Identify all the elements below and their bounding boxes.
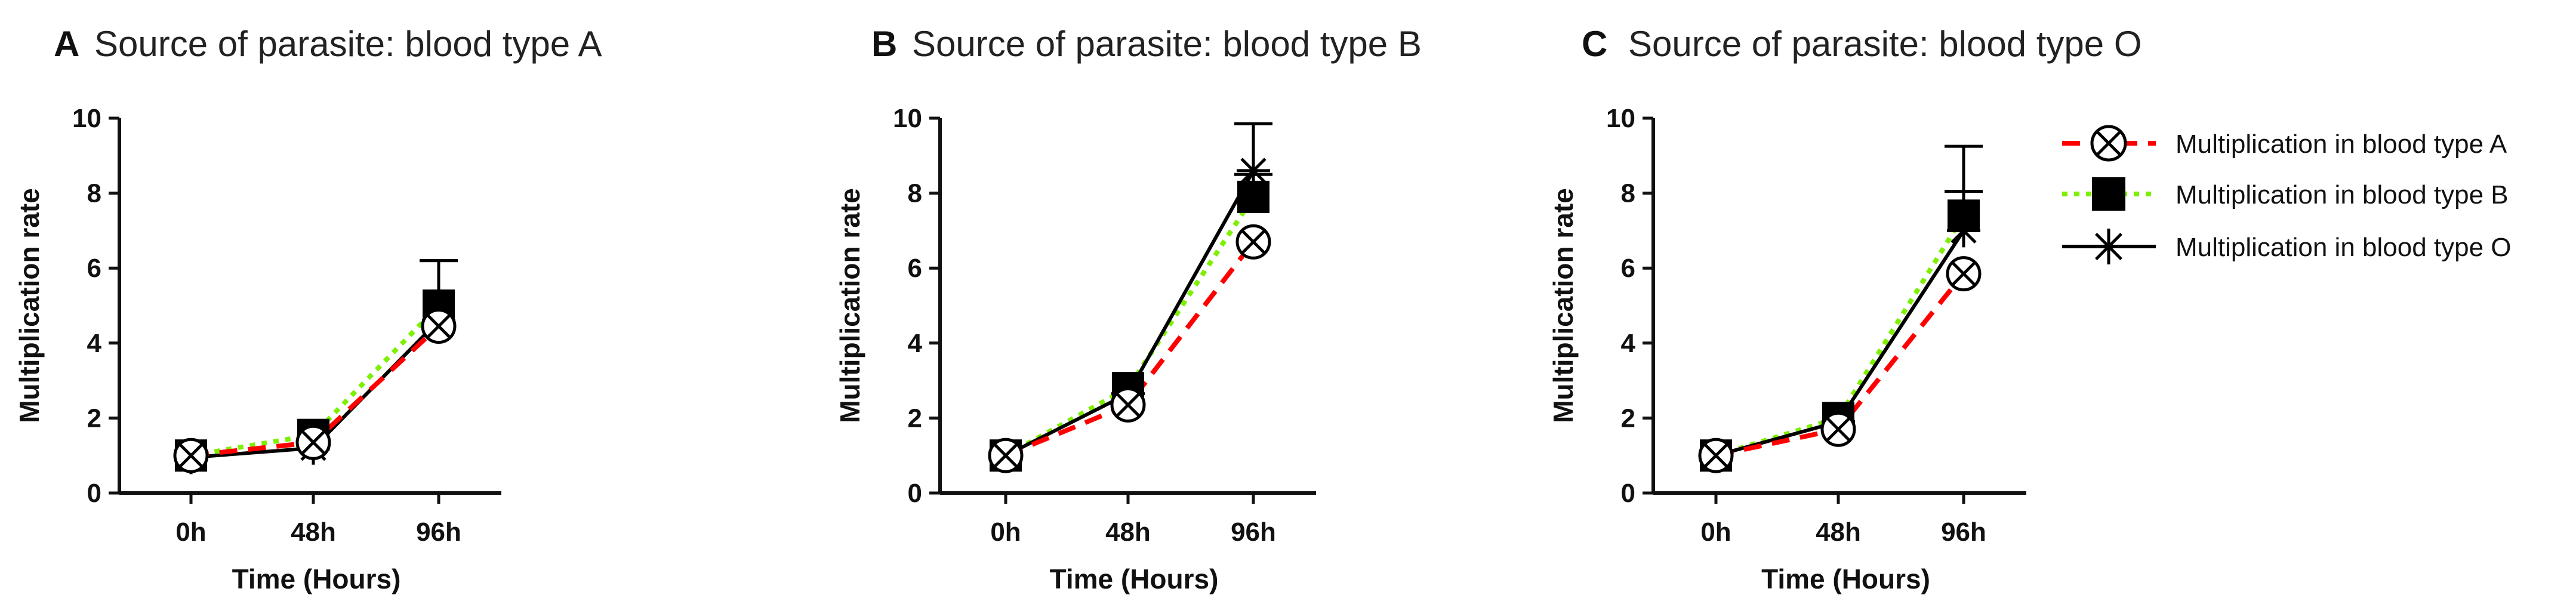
y-tick-label: 8 — [87, 179, 101, 208]
y-tick-label: 4 — [87, 329, 102, 358]
plot-area: 0 2 4 6 8 10 0h 48h 96h Time (Hours) Multiplicatio… — [1548, 104, 2026, 594]
circle-x-marker — [1946, 256, 1982, 292]
legend-item: Multiplication in blood type B — [2062, 177, 2509, 211]
square-marker — [2092, 177, 2125, 211]
y-tick-label: 6 — [87, 254, 101, 283]
legend-item: Multiplication in blood type O — [2062, 229, 2512, 264]
square-marker-shape — [2092, 177, 2125, 211]
x-tick-label: 48h — [1816, 517, 1861, 547]
y-tick-label: 2 — [1621, 403, 1635, 433]
y-axis-label: Multiplication rate — [14, 188, 45, 423]
legend-label: Multiplication in blood type A — [2176, 130, 2507, 159]
y-tick-label: 6 — [1621, 254, 1635, 283]
circle-marker-cross — [1116, 392, 1141, 418]
legend-label: Multiplication in blood type O — [2176, 233, 2512, 262]
y-tick-label: 2 — [87, 403, 101, 433]
x-tick-label: 0h — [175, 517, 206, 547]
panel-letter: A — [54, 24, 79, 64]
series-line — [1715, 214, 1966, 458]
asterisk-marker — [2091, 229, 2127, 264]
circle-x-marker — [1820, 411, 1856, 447]
circle-marker-cross — [1826, 417, 1851, 442]
asterisk-marker — [1947, 214, 1980, 248]
circle-x-marker — [1110, 387, 1146, 423]
plot-area: 0 2 4 6 8 10 0h 48h 96h Time (Hours) Multiplicatio… — [834, 104, 1316, 594]
circle-marker-cross — [301, 430, 326, 455]
x-axis-label: Time (Hours) — [1050, 563, 1219, 594]
y-axis-label: Multiplication rate — [1548, 188, 1579, 423]
x-tick-label: 0h — [1700, 517, 1731, 547]
circle-x-marker — [2090, 125, 2127, 162]
asterisk-marker-stroke — [2095, 233, 2122, 260]
asterisk-marker-stroke — [1951, 217, 1977, 244]
y-tick-label: 0 — [1621, 479, 1635, 508]
panel-a: A Source of parasite: blood type A 0 2 4 6 8… — [14, 24, 602, 594]
y-tick-label: 2 — [908, 403, 922, 433]
circle-x-marker — [988, 438, 1024, 473]
circle-marker-cross — [178, 443, 204, 468]
circle-marker-cross — [993, 443, 1018, 468]
panel-letter: B — [871, 24, 897, 64]
series-line — [1004, 240, 1256, 458]
plot-area: 0 2 4 6 8 10 0h 48h 96h Time (Hours) Multiplicatio… — [14, 104, 501, 594]
y-tick-label: 10 — [72, 104, 101, 133]
x-axis-label: Time (Hours) — [1761, 563, 1930, 594]
panel-c: C Source of parasite: blood type O 0 2 4 6 8… — [1548, 24, 2142, 594]
x-tick-label: 48h — [1105, 517, 1151, 547]
panel-title: Source of parasite: blood type B — [912, 24, 1422, 64]
x-tick-label: 96h — [1941, 517, 1986, 547]
circle-x-marker — [173, 438, 209, 473]
legend-label: Multiplication in blood type B — [2176, 180, 2509, 210]
y-tick-label: 10 — [893, 104, 922, 133]
circle-x-marker — [1235, 224, 1271, 260]
x-axis-label: Time (Hours) — [232, 563, 401, 594]
panel-b: B Source of parasite: blood type B 0 2 4 6 8… — [834, 24, 1422, 594]
circle-x-marker — [421, 309, 457, 344]
panel-title: Source of parasite: blood type A — [94, 24, 602, 64]
circle-marker-cross — [2096, 130, 2122, 156]
circle-marker-cross — [1951, 261, 1976, 286]
circle-x-marker — [1698, 438, 1734, 473]
x-tick-label: 96h — [416, 517, 461, 547]
circle-marker-cross — [1703, 443, 1728, 468]
circle-marker-cross — [426, 313, 451, 339]
x-tick-label: 96h — [1231, 517, 1276, 547]
legend-item: Multiplication in blood type A — [2062, 125, 2507, 162]
asterisk-marker — [1237, 153, 1270, 187]
y-tick-label: 6 — [908, 254, 922, 283]
asterisk-marker-stroke — [1240, 158, 1267, 184]
panel-letter: C — [1582, 24, 1607, 64]
y-tick-label: 8 — [1621, 179, 1635, 208]
legend: Multiplication in blood type A Multiplica… — [2062, 125, 2512, 264]
circle-x-marker — [295, 424, 331, 460]
y-tick-label: 8 — [908, 179, 922, 208]
y-tick-label: 0 — [908, 479, 922, 508]
y-tick-label: 10 — [1606, 104, 1635, 133]
circle-marker-cross — [1241, 229, 1266, 254]
panel-title: Source of parasite: blood type O — [1628, 24, 2142, 64]
x-tick-label: 0h — [990, 517, 1021, 547]
y-tick-label: 4 — [908, 329, 923, 358]
x-tick-label: 48h — [291, 517, 336, 547]
y-tick-label: 4 — [1621, 329, 1636, 358]
y-tick-label: 0 — [87, 479, 101, 508]
y-axis-label: Multiplication rate — [834, 188, 865, 423]
